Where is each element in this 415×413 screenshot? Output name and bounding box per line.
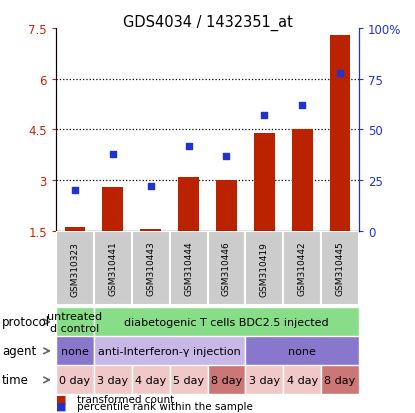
Bar xyxy=(56,366,94,394)
Bar xyxy=(254,133,275,231)
Text: ■: ■ xyxy=(56,394,66,404)
Text: 5 day: 5 day xyxy=(173,375,204,385)
Bar xyxy=(245,231,283,306)
Text: GSM310441: GSM310441 xyxy=(108,241,117,296)
Bar xyxy=(283,366,321,394)
Bar xyxy=(292,130,312,231)
Bar xyxy=(132,231,170,306)
Text: GSM310442: GSM310442 xyxy=(298,241,307,296)
Text: untreated
d control: untreated d control xyxy=(47,311,103,333)
Text: GSM310443: GSM310443 xyxy=(146,241,155,296)
Text: protocol: protocol xyxy=(2,316,50,329)
Text: percentile rank within the sample: percentile rank within the sample xyxy=(77,401,253,411)
Bar xyxy=(65,228,85,231)
Bar xyxy=(170,366,208,394)
Bar xyxy=(321,231,359,306)
Point xyxy=(223,153,230,160)
Text: agent: agent xyxy=(2,344,37,358)
Point xyxy=(185,143,192,150)
Bar xyxy=(178,177,199,231)
Text: diabetogenic T cells BDC2.5 injected: diabetogenic T cells BDC2.5 injected xyxy=(124,317,329,327)
Bar xyxy=(56,231,94,306)
Text: 8 day: 8 day xyxy=(211,375,242,385)
Bar xyxy=(94,366,132,394)
Bar xyxy=(283,231,321,306)
Text: 4 day: 4 day xyxy=(135,375,166,385)
Bar xyxy=(330,36,350,231)
Bar xyxy=(56,308,94,337)
Bar xyxy=(94,231,132,306)
Bar xyxy=(94,337,245,366)
Text: GSM310419: GSM310419 xyxy=(260,241,269,296)
Bar xyxy=(103,188,123,231)
Point xyxy=(299,102,305,109)
Text: 4 day: 4 day xyxy=(286,375,318,385)
Text: 3 day: 3 day xyxy=(249,375,280,385)
Bar xyxy=(208,231,245,306)
Bar xyxy=(216,181,237,231)
Text: none: none xyxy=(288,346,316,356)
Bar xyxy=(245,366,283,394)
Bar xyxy=(140,230,161,231)
Bar xyxy=(132,366,170,394)
Bar xyxy=(321,366,359,394)
Point xyxy=(110,151,116,158)
Text: GSM310446: GSM310446 xyxy=(222,241,231,296)
Text: 8 day: 8 day xyxy=(325,375,356,385)
Point xyxy=(72,188,78,194)
Bar xyxy=(56,337,94,366)
Bar xyxy=(245,337,359,366)
Text: GSM310444: GSM310444 xyxy=(184,241,193,296)
Point xyxy=(147,183,154,190)
Bar xyxy=(94,308,359,337)
Point xyxy=(261,113,268,119)
Bar xyxy=(170,231,208,306)
Text: GDS4034 / 1432351_at: GDS4034 / 1432351_at xyxy=(122,14,293,31)
Text: ■: ■ xyxy=(56,401,66,411)
Text: time: time xyxy=(2,373,29,387)
Bar xyxy=(208,366,245,394)
Point xyxy=(337,70,343,77)
Text: GSM310323: GSM310323 xyxy=(71,241,79,296)
Text: transformed count: transformed count xyxy=(77,394,174,404)
Text: GSM310445: GSM310445 xyxy=(336,241,344,296)
Text: 0 day: 0 day xyxy=(59,375,90,385)
Text: anti-Interferon-γ injection: anti-Interferon-γ injection xyxy=(98,346,241,356)
Text: 3 day: 3 day xyxy=(97,375,128,385)
Text: none: none xyxy=(61,346,89,356)
